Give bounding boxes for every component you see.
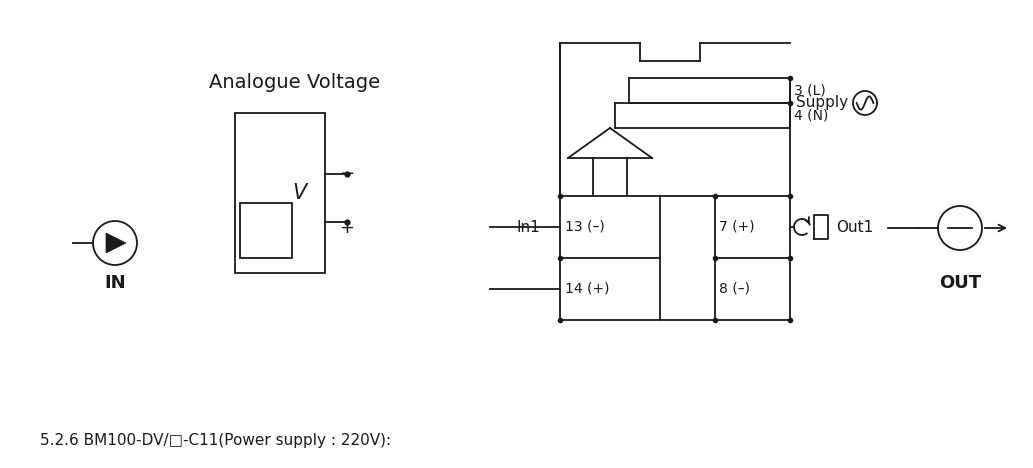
Text: 5.2.6 BM100-DV/□-C11(Power supply : 220V):: 5.2.6 BM100-DV/□-C11(Power supply : 220V… (40, 433, 392, 448)
Text: Supply: Supply (796, 95, 848, 110)
Text: 7 (+): 7 (+) (719, 220, 755, 234)
Text: Analogue Voltage: Analogue Voltage (210, 73, 380, 93)
Text: In1: In1 (516, 219, 540, 234)
Text: 4 (N): 4 (N) (794, 109, 828, 123)
Text: V: V (292, 183, 307, 203)
Text: 13 (–): 13 (–) (565, 220, 604, 234)
Text: 3 (L): 3 (L) (794, 83, 825, 97)
Bar (234, 113, 325, 273)
Text: IN: IN (104, 274, 126, 292)
Bar (240, 203, 292, 258)
Text: 8 (–): 8 (–) (719, 282, 750, 296)
Text: +: + (339, 219, 354, 237)
Polygon shape (106, 233, 126, 253)
Text: 14 (+): 14 (+) (565, 282, 609, 296)
Text: −: − (339, 165, 354, 183)
Text: OUT: OUT (939, 274, 981, 292)
Text: Out1: Out1 (836, 219, 873, 234)
